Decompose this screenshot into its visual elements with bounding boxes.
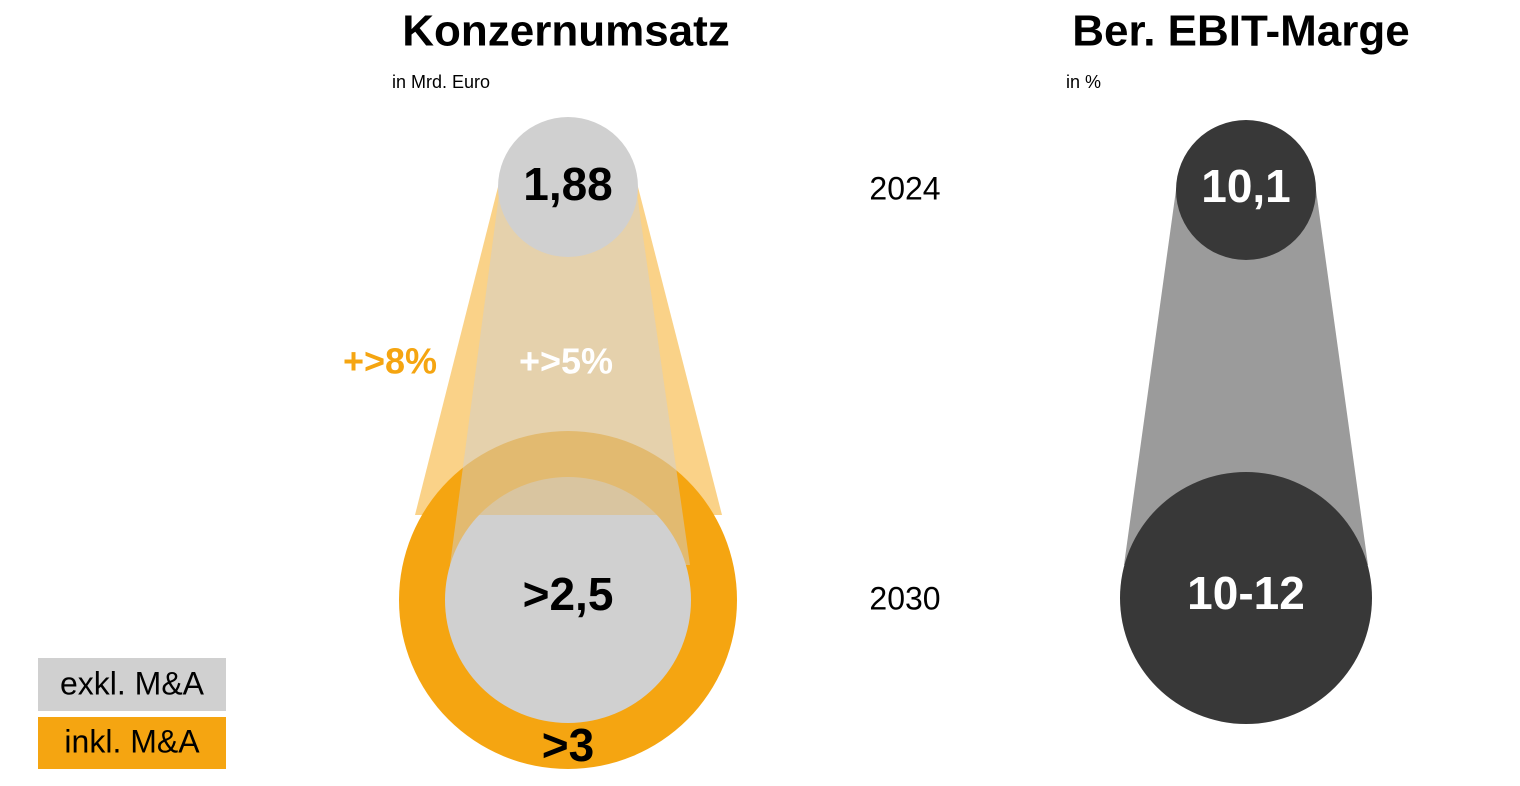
revenue-unit: in Mrd. Euro (392, 72, 490, 92)
revenue-title: Konzernumsatz (402, 7, 730, 56)
growth-incl: +>8% (343, 341, 437, 382)
circle-margin-2030 (1120, 472, 1372, 724)
year: 2024 (869, 170, 940, 206)
revenue-2030-incl: >3 (542, 719, 594, 771)
legend-label: exkl. M&A (60, 665, 205, 701)
year: 2030 (869, 580, 940, 616)
growth-excl: +>5% (519, 341, 613, 382)
circle-margin-2024 (1176, 120, 1316, 260)
revenue-2030-excl: >2,5 (523, 568, 614, 620)
legend-swatch (38, 658, 226, 711)
circle-2024 (498, 117, 638, 257)
cone-excl (450, 187, 690, 565)
cone-margin (1124, 190, 1368, 565)
margin-title: Ber. EBIT-Marge (1072, 7, 1409, 56)
legend-swatch (38, 717, 226, 769)
margin-unit: in % (1066, 72, 1101, 92)
revenue-2024: 1,88 (523, 158, 613, 210)
margin-2024: 10,1 (1201, 160, 1291, 212)
margin-2030: 10-12 (1187, 567, 1305, 619)
legend-label: inkl. M&A (64, 723, 200, 759)
